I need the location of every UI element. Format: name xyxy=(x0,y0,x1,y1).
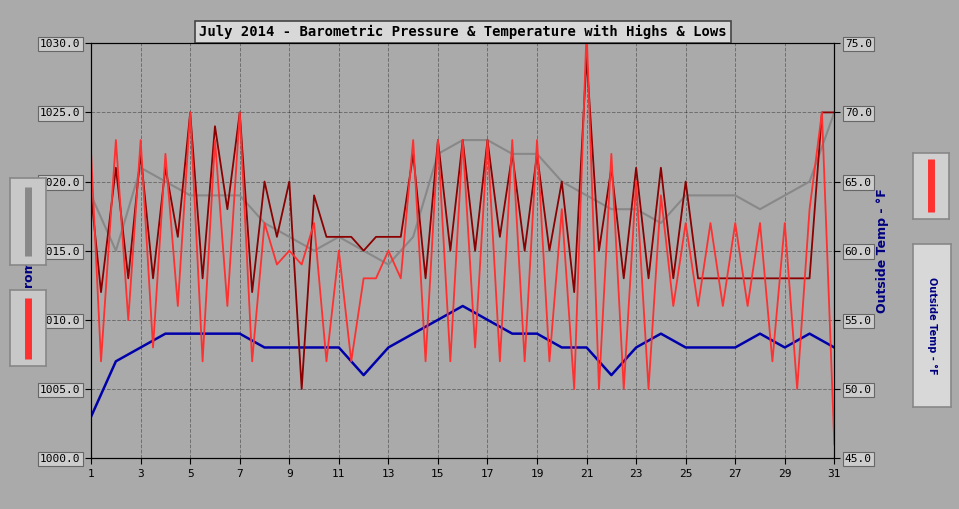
Y-axis label: Barometer - mb: Barometer - mb xyxy=(23,195,36,306)
Title: July 2014 - Barometric Pressure & Temperature with Highs & Lows: July 2014 - Barometric Pressure & Temper… xyxy=(199,25,727,39)
Y-axis label: Outside Temp - °F: Outside Temp - °F xyxy=(876,188,889,313)
Text: Outside Temp - °F: Outside Temp - °F xyxy=(927,277,937,375)
